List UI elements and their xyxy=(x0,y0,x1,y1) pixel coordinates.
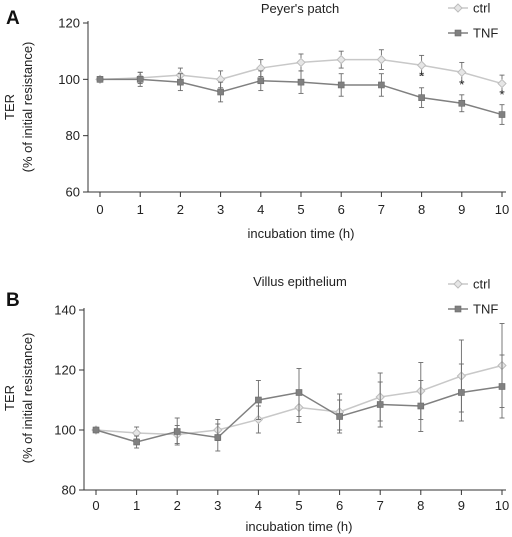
data-point-ctrl xyxy=(497,78,507,89)
legend-marker-ctrl xyxy=(453,279,463,289)
data-point-tnf xyxy=(177,78,184,86)
data-point-tnf xyxy=(337,81,345,89)
x-tick-label: 2 xyxy=(177,202,184,217)
x-tick-label: 10 xyxy=(495,498,509,513)
data-point-ctrl xyxy=(416,60,427,70)
legend-marker-tnf xyxy=(454,29,462,37)
x-tick-label: 0 xyxy=(96,202,103,217)
y-tick-label: 120 xyxy=(54,363,76,378)
legend-label-ctrl: ctrl xyxy=(473,277,490,292)
x-tick-label: 10 xyxy=(495,202,509,217)
data-point-tnf xyxy=(498,383,506,390)
data-point-tnf xyxy=(217,88,224,96)
data-point-tnf xyxy=(458,99,466,107)
data-point-tnf xyxy=(297,78,305,86)
x-tick-label: 2 xyxy=(174,498,181,513)
data-point-tnf xyxy=(417,402,425,410)
y-tick-label: 100 xyxy=(58,72,80,87)
x-tick-label: 3 xyxy=(217,202,224,217)
x-tick-label: 6 xyxy=(338,202,345,217)
x-axis-label: incubation time (h) xyxy=(246,519,353,534)
legend-label-tnf: TNF xyxy=(473,26,498,41)
x-tick-label: 9 xyxy=(458,498,465,513)
x-tick-label: 3 xyxy=(214,498,221,513)
chart-title: Peyer's patch xyxy=(261,1,339,16)
data-point-tnf xyxy=(257,77,265,85)
data-point-tnf xyxy=(378,81,385,89)
data-point-tnf xyxy=(336,413,343,420)
data-point-ctrl xyxy=(457,67,467,77)
legend-label-tnf: TNF xyxy=(473,302,498,317)
x-tick-label: 8 xyxy=(418,202,425,217)
x-tick-label: 0 xyxy=(92,498,99,513)
data-point-tnf xyxy=(376,401,384,408)
x-tick-label: 7 xyxy=(378,202,385,217)
x-tick-label: 1 xyxy=(137,202,144,217)
panel-label: A xyxy=(6,8,20,29)
data-point-ctrl xyxy=(296,57,306,68)
y-axis-label: TER xyxy=(2,94,17,120)
y-axis-label-unit: (% of initial resistance) xyxy=(20,42,35,173)
data-point-tnf xyxy=(136,76,144,83)
significance-marker: * xyxy=(419,69,424,84)
x-tick-label: 9 xyxy=(458,202,465,217)
y-axis-label-unit: (% of initial resistance) xyxy=(20,333,35,464)
legend-marker-tnf xyxy=(454,305,462,313)
significance-marker: * xyxy=(459,77,464,92)
data-point-tnf xyxy=(173,428,181,435)
x-tick-label: 5 xyxy=(295,498,302,513)
data-point-tnf xyxy=(133,438,140,446)
data-point-ctrl xyxy=(336,54,346,65)
significance-marker: * xyxy=(499,87,504,102)
series-tnf xyxy=(92,354,506,452)
data-point-tnf xyxy=(498,111,506,118)
x-tick-label: 8 xyxy=(417,498,424,513)
data-point-tnf xyxy=(458,389,465,396)
x-tick-label: 4 xyxy=(255,498,262,513)
y-tick-label: 80 xyxy=(66,128,80,143)
data-point-tnf xyxy=(255,396,262,404)
data-point-ctrl xyxy=(376,54,387,65)
y-tick-label: 80 xyxy=(62,483,76,498)
chart-panel-a: A Peyer's patch 60 80 100 120 0 1 2 3 4 5 6 7 8 9 10 incu… xyxy=(2,1,509,242)
x-tick-label: 4 xyxy=(257,202,264,217)
x-tick-label: 6 xyxy=(336,498,343,513)
series-ctrl xyxy=(91,323,507,444)
x-tick-label: 1 xyxy=(133,498,140,513)
data-point-tnf xyxy=(92,426,100,434)
legend-label-ctrl: ctrl xyxy=(473,1,490,16)
data-point-tnf xyxy=(214,434,222,441)
legend-marker-ctrl xyxy=(453,3,463,13)
data-point-tnf xyxy=(418,94,425,101)
data-point-tnf xyxy=(96,76,104,83)
x-axis-label: incubation time (h) xyxy=(248,226,355,241)
x-tick-label: 7 xyxy=(377,498,384,513)
series-tnf xyxy=(96,70,506,125)
y-tick-label: 140 xyxy=(54,303,76,318)
panel-label: B xyxy=(6,290,20,311)
y-tick-label: 100 xyxy=(54,423,76,438)
y-axis-label: TER xyxy=(2,385,17,411)
chart-panel-b: B Villus epithelium 80 100 120 140 0 1 2 3 4 5 6 7 8 9 1… xyxy=(2,274,509,534)
y-tick-label: 120 xyxy=(58,16,80,31)
y-tick-label: 60 xyxy=(66,185,80,200)
chart-title: Villus epithelium xyxy=(253,274,347,289)
data-point-tnf xyxy=(295,389,303,396)
x-tick-label: 5 xyxy=(297,202,304,217)
